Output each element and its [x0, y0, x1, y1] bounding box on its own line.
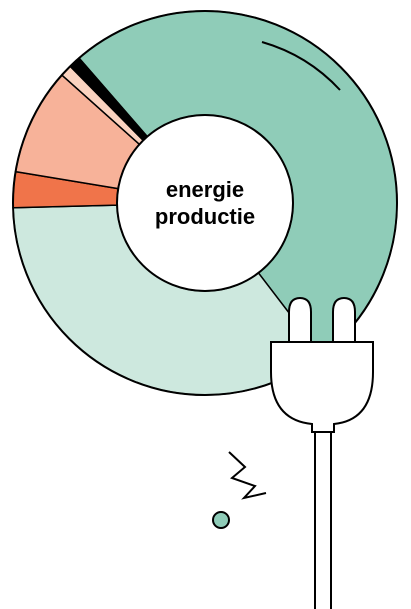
title-line: energie: [166, 177, 244, 202]
plug: [270, 296, 374, 609]
spark: [228, 451, 267, 500]
plug-body: [270, 341, 374, 433]
prong: [332, 296, 356, 343]
donut-outline: [12, 10, 398, 396]
prong: [288, 296, 312, 343]
dot: [212, 511, 230, 529]
highlight-arc: [261, 41, 341, 91]
title-line: productie: [155, 204, 255, 229]
donut-hole: [116, 114, 294, 292]
cord: [314, 431, 332, 609]
